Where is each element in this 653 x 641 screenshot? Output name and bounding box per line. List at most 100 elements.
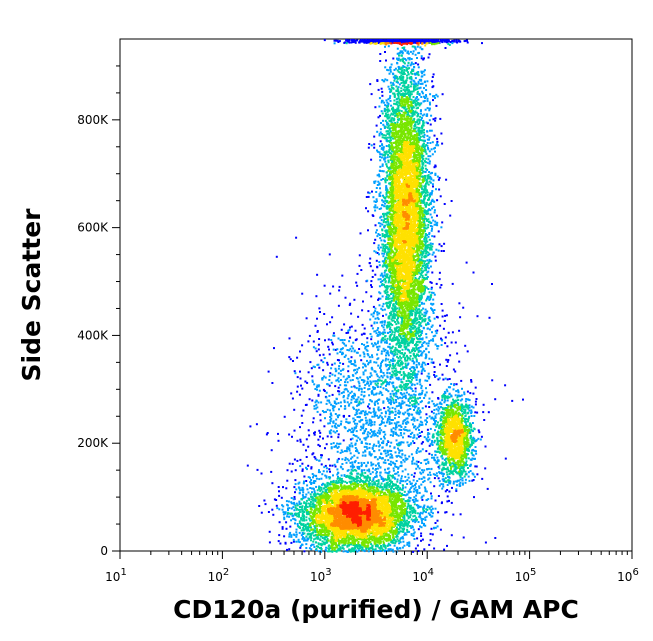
event-point [385, 313, 388, 316]
event-point [429, 281, 432, 284]
event-point [467, 471, 470, 474]
event-point [394, 472, 397, 475]
event-point [406, 387, 409, 390]
event-point [323, 375, 326, 378]
event-point [471, 472, 474, 475]
event-point [432, 118, 435, 121]
event-point [339, 465, 342, 468]
event-point [367, 229, 369, 232]
event-point [347, 394, 350, 397]
event-point [384, 66, 387, 69]
event-point [357, 452, 360, 455]
event-point [421, 129, 424, 132]
event-point [409, 408, 411, 410]
event-point [430, 247, 433, 250]
event-point [370, 463, 373, 466]
event-point [442, 462, 445, 465]
event-point [291, 512, 293, 515]
event-point [325, 443, 328, 446]
event-point [374, 307, 377, 310]
event-point [415, 343, 417, 346]
event-point [302, 495, 305, 498]
event-point [392, 550, 395, 553]
event-point [376, 435, 379, 438]
event-point [381, 446, 384, 449]
event-point [387, 548, 390, 551]
event-point [372, 315, 375, 318]
event-point [333, 39, 336, 42]
event-point [348, 360, 351, 363]
event-point [350, 468, 353, 471]
event-point [373, 450, 375, 452]
event-point [384, 179, 387, 181]
event-point [311, 379, 314, 382]
event-point [408, 500, 411, 503]
event-point [428, 233, 431, 236]
event-point [360, 390, 363, 393]
event-point [413, 462, 416, 465]
event-point [376, 402, 379, 405]
event-point [328, 375, 331, 378]
event-point [432, 205, 435, 208]
event-point [421, 441, 424, 444]
event-point [399, 396, 401, 399]
event-point [428, 471, 431, 474]
event-point [376, 316, 379, 319]
event-point [442, 468, 445, 471]
event-point [460, 379, 463, 382]
event-point [383, 262, 386, 264]
event-point [422, 318, 425, 321]
event-point [446, 390, 449, 393]
event-point [398, 444, 401, 447]
event-point [394, 67, 397, 70]
event-point [413, 66, 416, 69]
event-point [404, 494, 407, 497]
event-point [410, 58, 413, 60]
event-point [411, 403, 414, 406]
event-point [388, 343, 391, 346]
event-point [412, 498, 415, 501]
event-point [380, 547, 383, 550]
event-point [374, 403, 376, 406]
event-point [386, 305, 389, 308]
event-point [369, 372, 372, 375]
event-point [351, 465, 354, 468]
event-point [288, 515, 291, 518]
event-point [340, 423, 342, 425]
event-point [346, 446, 349, 449]
event-point [389, 474, 392, 477]
event-point [420, 517, 423, 520]
event-point [376, 385, 379, 388]
event-point [339, 362, 342, 364]
event-point [354, 364, 357, 367]
event-point [424, 394, 427, 397]
event-point [365, 382, 368, 385]
event-point [426, 321, 429, 324]
event-point [323, 39, 326, 42]
event-point [363, 550, 366, 553]
event-point [385, 104, 388, 107]
event-point [379, 408, 382, 411]
event-point [430, 511, 433, 514]
event-point [289, 531, 292, 534]
event-point [436, 456, 439, 459]
event-point [446, 489, 449, 491]
event-point [358, 467, 361, 469]
event-point [357, 475, 359, 478]
event-point [340, 328, 343, 331]
event-point [384, 331, 387, 334]
event-point [428, 203, 431, 206]
event-point [400, 378, 403, 381]
event-point [419, 450, 422, 453]
event-point [392, 83, 395, 86]
event-point [388, 361, 391, 364]
event-point [402, 529, 405, 532]
event-point [445, 178, 448, 181]
event-point [389, 322, 392, 325]
event-point [428, 53, 431, 56]
event-point [382, 347, 385, 350]
event-point [427, 344, 430, 347]
event-point [371, 190, 373, 193]
event-point [404, 532, 407, 535]
event-point [447, 39, 450, 42]
